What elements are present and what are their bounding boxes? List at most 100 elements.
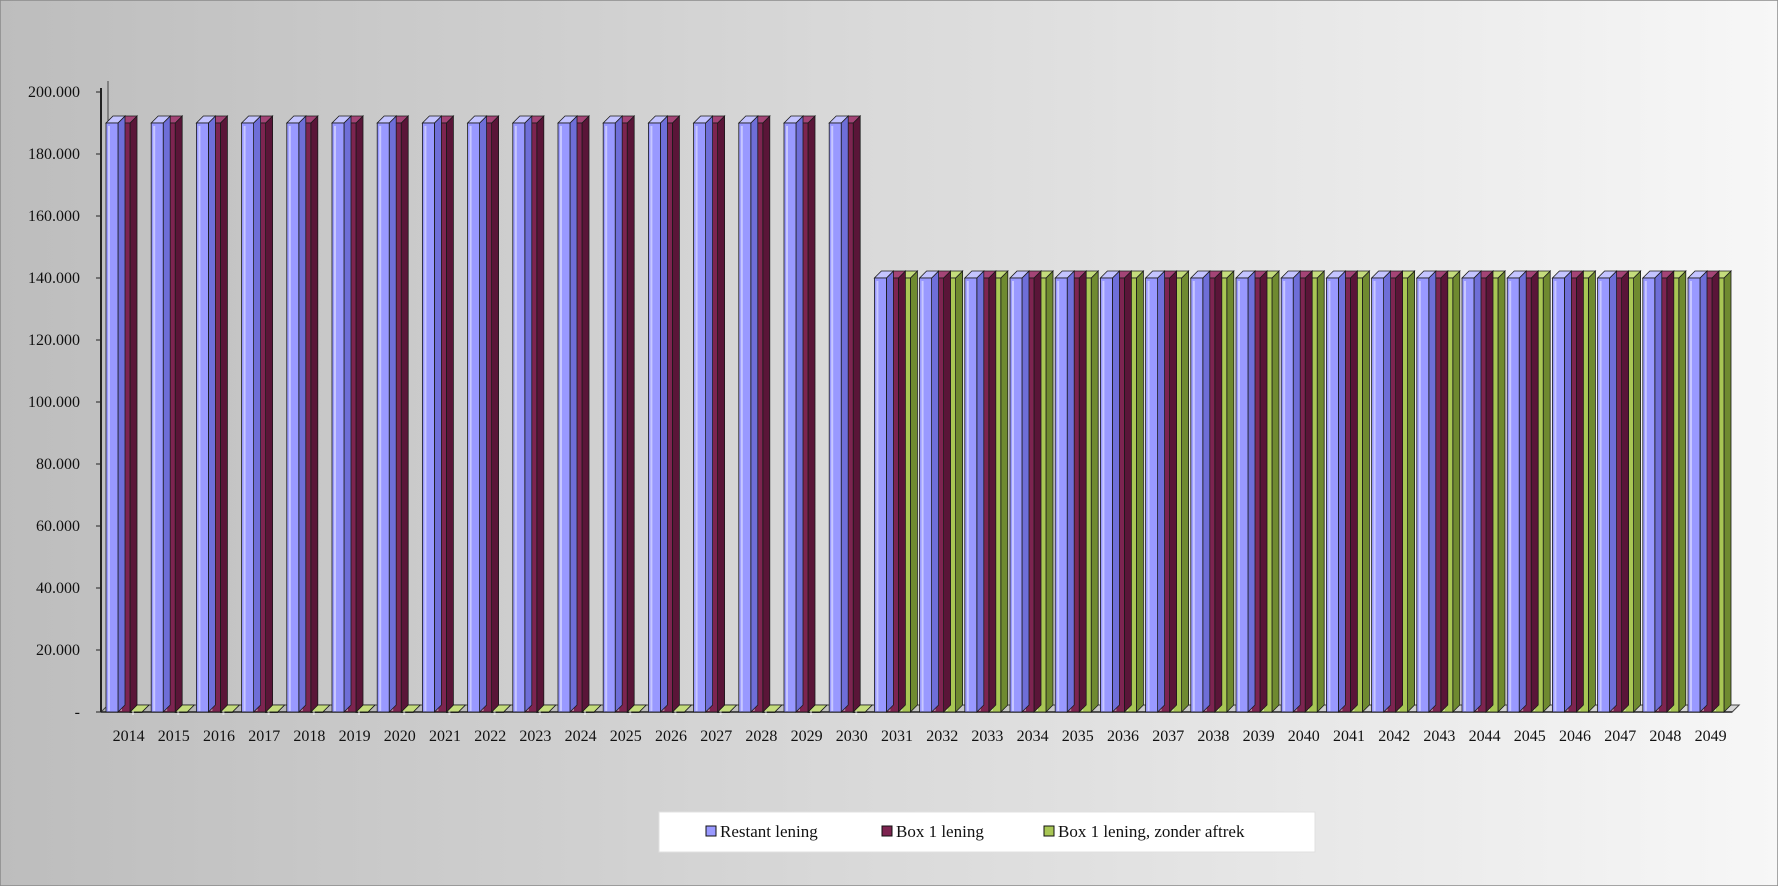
bar-side — [1021, 270, 1030, 713]
bar-side — [1259, 270, 1268, 713]
bar — [581, 711, 595, 713]
bar-side — [955, 270, 963, 713]
bar-side — [660, 115, 668, 713]
bar — [536, 711, 550, 713]
y-tick-label: - — [75, 704, 80, 721]
x-tick-label: 2016 — [203, 728, 235, 745]
bar — [964, 277, 978, 713]
bar-side — [1609, 270, 1617, 713]
bar — [672, 711, 685, 713]
bar-side — [569, 115, 578, 713]
legend-swatch — [705, 825, 717, 837]
x-tick-label: 2025 — [610, 728, 642, 745]
bar — [1280, 277, 1294, 713]
x-tick-label: 2015 — [158, 728, 190, 745]
bar-side — [898, 270, 906, 713]
bar-side — [1428, 270, 1437, 713]
bar — [150, 122, 164, 713]
bar-side — [219, 115, 228, 713]
bar-side — [1202, 270, 1211, 713]
x-tick-label: 2030 — [836, 728, 868, 745]
bar-side — [910, 270, 918, 713]
legend-label: Box 1 lening — [896, 822, 984, 841]
bar-side — [1338, 270, 1346, 713]
bar-side — [581, 115, 590, 713]
bar — [265, 711, 279, 713]
x-tick-label: 2017 — [248, 728, 280, 745]
bar-side — [1271, 270, 1280, 713]
x-tick-label: 2049 — [1695, 728, 1727, 745]
bar — [828, 122, 842, 713]
bar-side — [1621, 270, 1629, 713]
bar-side — [445, 115, 454, 713]
x-tick-label: 2037 — [1152, 728, 1184, 745]
bar-side — [491, 115, 500, 713]
bar-side — [1666, 270, 1675, 713]
bar-side — [310, 115, 319, 713]
bar-side — [1090, 270, 1099, 713]
bar — [783, 122, 797, 713]
bar-side — [524, 115, 533, 713]
bar — [852, 711, 866, 713]
bar-side — [852, 115, 861, 713]
bar-side — [1350, 270, 1358, 713]
x-tick-label: 2028 — [745, 728, 777, 745]
x-tick-label: 2036 — [1107, 728, 1139, 745]
x-tick-label: 2022 — [474, 728, 506, 745]
bar — [1100, 277, 1113, 713]
bar — [1687, 277, 1701, 713]
x-tick-label: 2018 — [293, 728, 325, 745]
bar-side — [1169, 270, 1177, 713]
y-axis: - 20.000 40.000 60.000 80.000 100.000 120.000 1… — [28, 81, 1733, 721]
x-tick-label: 2026 — [655, 728, 687, 745]
bar-side — [1485, 270, 1494, 713]
bar — [286, 122, 300, 713]
bars — [105, 115, 1732, 715]
bar — [445, 711, 459, 713]
bar-side — [1633, 270, 1641, 713]
bar — [512, 122, 526, 713]
bar-side — [976, 270, 985, 713]
y-tick-label: 180.000 — [28, 146, 80, 163]
bar-side — [1542, 270, 1551, 713]
bar — [693, 122, 706, 713]
x-tick-label: 2042 — [1378, 728, 1410, 745]
bar — [1009, 277, 1023, 713]
bar-side — [1157, 270, 1165, 713]
x-tick-label: 2038 — [1197, 728, 1229, 745]
bar-side — [1226, 270, 1235, 713]
legend-label: Box 1 lening, zonder aftrek — [1058, 822, 1245, 841]
bar — [1416, 277, 1430, 713]
bar-side — [1497, 270, 1506, 713]
x-tick-label: 2014 — [113, 728, 145, 745]
legend-box — [658, 811, 1316, 853]
bar-side — [762, 115, 771, 713]
bar-side — [705, 115, 713, 713]
bar — [1552, 277, 1565, 713]
bar — [1326, 277, 1339, 713]
bar-side — [840, 115, 849, 713]
bar — [1235, 277, 1249, 713]
bar-side — [265, 115, 274, 713]
y-tick-label: 60.000 — [36, 518, 80, 535]
x-tick-label: 2032 — [926, 728, 958, 745]
bar — [400, 711, 414, 713]
y-tick-label: 140.000 — [28, 270, 80, 287]
bar-side — [795, 115, 804, 713]
bar-side — [1407, 270, 1415, 713]
bar-side — [626, 115, 635, 713]
x-tick-label: 2044 — [1469, 728, 1501, 745]
x-tick-labels: 2014 2015 2016 2017 2018 2019 2020 2021 2022 2023… — [113, 728, 1727, 745]
bar-side — [1124, 270, 1132, 713]
bar — [874, 277, 887, 713]
bar — [105, 122, 119, 713]
bar — [310, 711, 324, 713]
bar-side — [717, 115, 725, 713]
bar-side — [129, 115, 138, 713]
bar — [241, 122, 255, 713]
bar — [626, 711, 640, 713]
bar-side — [1078, 270, 1087, 713]
x-tick-label: 2023 — [519, 728, 551, 745]
bar — [602, 122, 616, 713]
